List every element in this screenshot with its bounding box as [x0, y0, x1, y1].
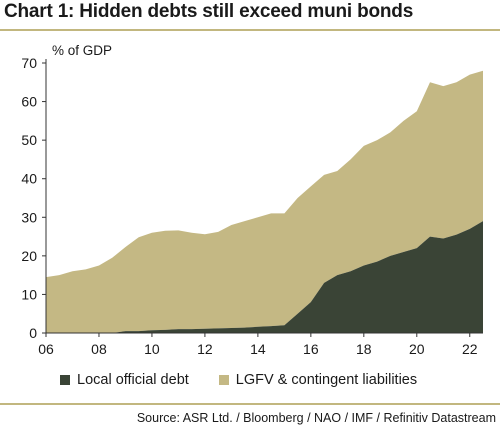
legend: Local official debt LGFV & contingent li… [60, 372, 447, 388]
x-tick-label: 08 [91, 341, 107, 357]
bottom-rule [0, 403, 500, 405]
legend-swatch-lgfv [218, 375, 229, 385]
legend-label-lgfv: LGFV & contingent liabilities [235, 372, 418, 388]
x-tick-label: 22 [462, 341, 478, 357]
x-tick-label: 20 [409, 341, 425, 357]
x-tick-label: 12 [197, 341, 213, 357]
y-axis-label: % of GDP [52, 43, 112, 58]
x-tick-label: 06 [38, 341, 54, 357]
y-tick-label: 0 [29, 325, 37, 341]
legend-item-local: Local official debt [60, 372, 189, 388]
x-tick-label: 16 [303, 341, 319, 357]
area-local-official-debt [46, 221, 483, 333]
y-tick-label: 10 [21, 286, 37, 302]
y-tick-label: 20 [21, 248, 37, 264]
source-note: Source: ASR Ltd. / Bloomberg / NAO / IMF… [136, 411, 496, 425]
y-tick-label: 70 [21, 55, 37, 71]
y-tick-label: 60 [21, 94, 37, 110]
legend-swatch-local [60, 375, 70, 385]
y-tick-label: 30 [21, 209, 37, 225]
y-tick-label: 40 [21, 171, 37, 187]
stacked-area-chart: % of GDP 0 10 20 30 40 50 60 70 06 08 10 12 14 16 18 20… [21, 43, 483, 357]
chart-title: Chart 1: Hidden debts still exceed muni … [4, 1, 414, 22]
legend-label-local: Local official debt [77, 372, 189, 388]
x-tick-label: 14 [250, 341, 266, 357]
y-tick-label: 50 [21, 132, 37, 148]
legend-item-lgfv: LGFV & contingent liabilities [218, 372, 418, 388]
title-rule [0, 29, 500, 31]
area-lgfv-contingent [46, 70, 483, 333]
x-tick-label: 18 [356, 341, 372, 357]
x-tick-label: 10 [144, 341, 160, 357]
